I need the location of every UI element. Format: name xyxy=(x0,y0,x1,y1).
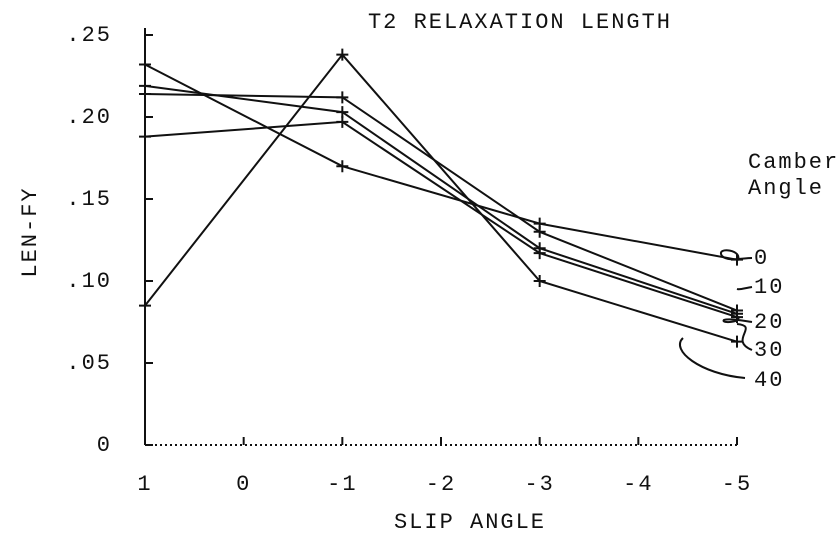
y-tick-label: 0 xyxy=(97,433,112,458)
y-axis-label: LEN-FY xyxy=(18,186,43,277)
point-marker xyxy=(731,335,743,348)
series-line xyxy=(144,120,738,319)
legend-label: 10 xyxy=(754,275,784,300)
point-marker xyxy=(139,299,151,312)
y-tick-label: .25 xyxy=(66,23,112,48)
x-tick-label: -2 xyxy=(426,472,456,497)
leader-line xyxy=(736,323,753,351)
point-marker xyxy=(139,58,151,71)
legend-label: 0 xyxy=(754,246,769,271)
x-tick-label: -5 xyxy=(722,472,752,497)
x-tick-label: -1 xyxy=(327,472,357,497)
point-marker xyxy=(533,247,546,260)
legend-label: 20 xyxy=(754,310,784,335)
x-tick-label: -4 xyxy=(623,472,653,497)
y-tick-label: .10 xyxy=(66,269,112,294)
y-tick-label: .20 xyxy=(66,105,112,130)
point-marker xyxy=(139,130,151,143)
chart-title: T2 RELAXATION LENGTH xyxy=(368,10,672,35)
x-axis-label: SLIP ANGLE xyxy=(394,510,546,535)
series-line xyxy=(144,53,738,343)
point-marker xyxy=(336,160,349,173)
legend-label: 40 xyxy=(754,368,784,393)
point-marker xyxy=(533,225,546,238)
leader-line xyxy=(679,337,746,379)
point-marker xyxy=(139,79,151,92)
point-marker xyxy=(533,275,546,287)
legend-title: Camber xyxy=(748,150,839,175)
series-line xyxy=(144,84,738,315)
leader-line xyxy=(736,286,753,291)
series-line xyxy=(144,63,738,261)
legend-title: Angle xyxy=(748,176,824,201)
x-tick-label: 0 xyxy=(236,472,251,497)
series-line xyxy=(144,93,738,312)
x-tick-label: 1 xyxy=(137,472,152,497)
y-tick-label: .05 xyxy=(66,351,112,376)
x-tick-label: -3 xyxy=(524,472,554,497)
point-marker xyxy=(336,48,349,61)
legend-label: 30 xyxy=(754,338,784,363)
point-marker xyxy=(336,91,349,104)
leader-line xyxy=(719,249,753,262)
point-marker xyxy=(336,115,349,128)
point-marker xyxy=(731,311,743,324)
y-tick-label: .15 xyxy=(66,187,112,212)
